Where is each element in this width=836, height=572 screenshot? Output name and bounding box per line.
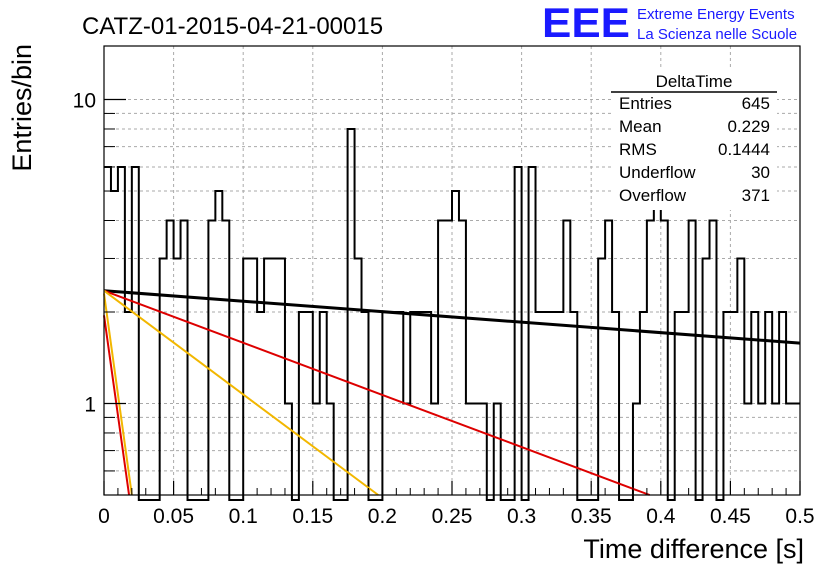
fit-line-black xyxy=(103,289,801,345)
stats-label: Mean xyxy=(619,117,662,136)
x-tick-label: 0.3 xyxy=(507,505,536,528)
histogram xyxy=(104,127,800,501)
logo-line-2: La Scienza nelle Scuole xyxy=(637,26,797,43)
stats-label: Overflow xyxy=(619,186,687,205)
fit-line-red xyxy=(103,289,651,496)
stats-value: 645 xyxy=(742,94,770,113)
x-tick-label: 0.45 xyxy=(710,505,751,528)
axis-ticks: 0 0.05 0.1 0.15 0.2 0.25 0.3 0.35 0.4 0.45 0.5 1 10 xyxy=(73,90,815,528)
stats-value: 0.229 xyxy=(727,117,770,136)
stats-value: 0.1444 xyxy=(718,140,770,159)
fit-lines xyxy=(103,289,801,496)
fit-line-red xyxy=(103,315,131,496)
x-tick-label: 0.5 xyxy=(785,505,814,528)
y-axis-label: Entries/bin xyxy=(7,44,37,172)
x-tick-label: 0.25 xyxy=(432,505,473,528)
run-title: CATZ-01-2015-04-21-00015 xyxy=(82,13,383,40)
logo-line-1: Extreme Energy Events xyxy=(637,6,795,23)
x-tick-label: 0.1 xyxy=(229,505,258,528)
x-tick-label: 0.4 xyxy=(646,505,676,528)
fit-line-yellow xyxy=(103,293,133,496)
stats-label: Entries xyxy=(619,94,672,113)
stats-value: 30 xyxy=(751,163,770,182)
x-tick-label: 0.05 xyxy=(153,505,194,528)
eee-logo: EEE Extreme Energy Events La Scienza nel… xyxy=(542,0,797,46)
fit-line-yellow xyxy=(103,289,379,496)
stats-title: DeltaTime xyxy=(656,72,733,91)
eee-logo-mark: EEE xyxy=(542,0,630,46)
stats-box: DeltaTime Entries 645 Mean 0.229 RMS 0.1444 Un… xyxy=(611,70,777,210)
stats-label: Underflow xyxy=(619,163,696,182)
stats-label: RMS xyxy=(619,140,657,159)
histogram-outline xyxy=(104,127,800,501)
y-tick-label: 10 xyxy=(73,90,96,113)
y-tick-label: 1 xyxy=(84,393,96,416)
x-tick-label: 0.15 xyxy=(292,505,333,528)
x-tick-label: 0.35 xyxy=(571,505,612,528)
x-axis-label: Time difference [s] xyxy=(583,534,804,564)
stats-value: 371 xyxy=(742,186,770,205)
x-tick-label: 0 xyxy=(98,505,110,528)
x-tick-label: 0.2 xyxy=(368,505,397,528)
